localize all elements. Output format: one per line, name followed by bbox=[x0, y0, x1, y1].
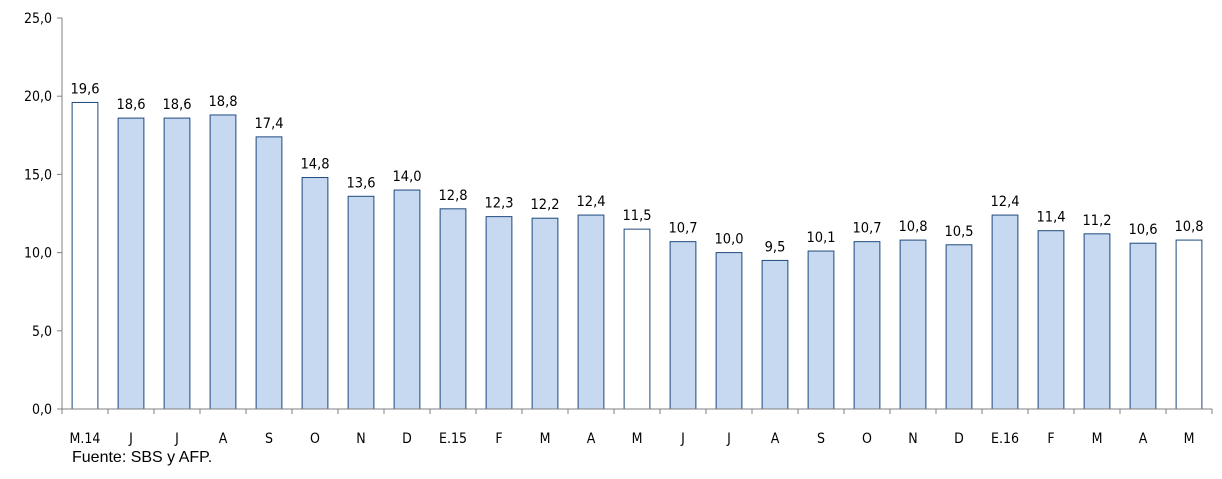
bar bbox=[393, 189, 421, 410]
bar bbox=[807, 250, 835, 410]
bar bbox=[991, 214, 1019, 410]
y-tick-label: 20,0 bbox=[24, 89, 52, 105]
bar bbox=[669, 241, 697, 410]
x-tick-label: J bbox=[680, 431, 685, 447]
bar bbox=[577, 214, 605, 410]
bar bbox=[945, 244, 973, 410]
x-tick-label: N bbox=[908, 431, 917, 447]
data-labels: 19,6 18,6 18,6 18,8 17,4 14,8 13,6 14,0 12,8 12,3… bbox=[70, 81, 1203, 255]
x-axis: M.14 J J A S O N D E.15 F M A M J J A S O N D E.16 F M A M bbox=[61, 408, 1213, 447]
data-label: 12,4 bbox=[576, 194, 605, 210]
data-label: 10,8 bbox=[898, 219, 927, 235]
x-tick-label: A bbox=[587, 431, 596, 447]
y-tick-label: 15,0 bbox=[24, 167, 52, 183]
x-tick-label: M bbox=[1184, 431, 1195, 447]
x-tick-label: F bbox=[495, 431, 502, 447]
x-tick-label: F bbox=[1047, 431, 1054, 447]
x-tick-label: A bbox=[771, 431, 780, 447]
y-axis: 0,0 5,0 10,0 15,0 20,0 25,0 bbox=[24, 11, 63, 418]
data-label: 10,1 bbox=[806, 230, 835, 246]
data-label: 18,8 bbox=[208, 94, 237, 110]
x-tick-label: E.15 bbox=[439, 431, 467, 447]
y-tick-label: 0,0 bbox=[32, 402, 52, 418]
data-label: 12,2 bbox=[530, 197, 559, 213]
bar bbox=[623, 228, 651, 410]
bar bbox=[853, 241, 881, 410]
bar bbox=[255, 136, 283, 410]
bar bbox=[117, 117, 145, 410]
bar bbox=[761, 259, 789, 410]
data-label: 12,8 bbox=[438, 188, 467, 204]
x-tick-label: N bbox=[356, 431, 365, 447]
data-label: 9,5 bbox=[765, 239, 786, 255]
x-tick-label: M bbox=[540, 431, 551, 447]
bar bbox=[899, 239, 927, 410]
bar bbox=[163, 117, 191, 410]
x-tick-label: D bbox=[954, 431, 964, 447]
data-label: 18,6 bbox=[162, 97, 191, 113]
data-label: 12,4 bbox=[990, 194, 1019, 210]
x-tick-label: A bbox=[1139, 431, 1148, 447]
x-tick-label: D bbox=[402, 431, 412, 447]
x-tick-label: S bbox=[817, 431, 825, 447]
x-tick-label: O bbox=[310, 431, 320, 447]
bar bbox=[347, 195, 375, 410]
x-tick-label: O bbox=[862, 431, 872, 447]
data-label: 10,0 bbox=[714, 232, 743, 248]
x-tick-label: M bbox=[632, 431, 643, 447]
x-tick-label: M bbox=[1092, 431, 1103, 447]
x-tick-label: J bbox=[128, 431, 133, 447]
y-tick-label: 25,0 bbox=[24, 11, 52, 27]
data-label: 11,4 bbox=[1036, 210, 1065, 226]
bar bbox=[715, 252, 743, 410]
x-tick-label: J bbox=[726, 431, 731, 447]
bar bbox=[1037, 230, 1065, 410]
bar bbox=[71, 101, 99, 410]
bar bbox=[1083, 233, 1111, 410]
bar bbox=[1129, 242, 1157, 410]
data-label: 10,6 bbox=[1128, 222, 1157, 238]
data-label: 11,5 bbox=[622, 208, 651, 224]
x-tick-label: E.16 bbox=[991, 431, 1019, 447]
x-tick-label: S bbox=[265, 431, 273, 447]
data-label: 18,6 bbox=[116, 97, 145, 113]
data-label: 14,0 bbox=[392, 169, 421, 185]
data-label: 10,8 bbox=[1174, 219, 1203, 235]
data-label: 11,2 bbox=[1082, 213, 1111, 229]
x-tick-label: J bbox=[174, 431, 179, 447]
x-tick-label: M.14 bbox=[70, 431, 101, 447]
bars bbox=[71, 101, 1203, 410]
bar bbox=[439, 208, 467, 410]
data-label: 14,8 bbox=[300, 157, 329, 173]
bar bbox=[485, 216, 513, 410]
data-label: 12,3 bbox=[484, 196, 513, 212]
bar bbox=[209, 114, 237, 410]
data-label: 17,4 bbox=[254, 116, 283, 132]
y-tick-label: 5,0 bbox=[32, 324, 52, 340]
data-label: 10,7 bbox=[852, 221, 881, 237]
data-label: 13,6 bbox=[346, 175, 375, 191]
y-tick-label: 10,0 bbox=[24, 246, 52, 262]
data-label: 10,5 bbox=[944, 224, 973, 240]
data-label: 19,6 bbox=[70, 81, 99, 97]
source-note: Fuente: SBS y AFP. bbox=[72, 449, 213, 466]
bar bbox=[531, 217, 559, 410]
bar bbox=[1175, 239, 1203, 410]
bar bbox=[301, 177, 329, 410]
x-tick-label: A bbox=[219, 431, 228, 447]
data-label: 10,7 bbox=[668, 221, 697, 237]
